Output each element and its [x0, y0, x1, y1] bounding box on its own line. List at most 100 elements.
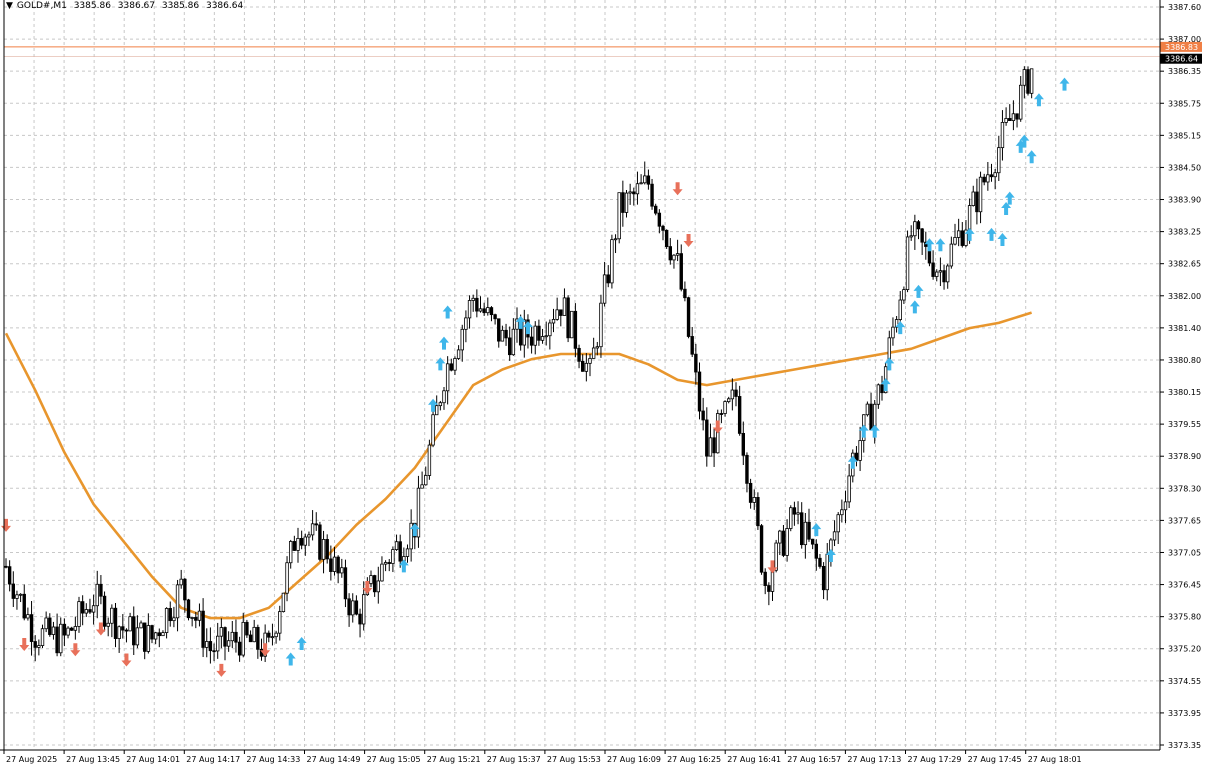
candle-body — [613, 238, 618, 241]
bid-price-tag — [1160, 53, 1202, 64]
candle-body — [11, 583, 15, 599]
x-tick-label: 27 Aug 18:01 — [1028, 755, 1082, 764]
candle-body — [913, 221, 917, 237]
candle-body — [303, 536, 307, 546]
candle-body — [307, 534, 311, 538]
candle-body — [37, 645, 41, 648]
open-value: 3385.86 — [73, 1, 111, 11]
candle-body — [986, 174, 990, 183]
candle-body — [748, 482, 753, 503]
candle-body — [551, 318, 556, 324]
candle-body — [646, 175, 651, 185]
candle-body — [467, 300, 472, 319]
buy-arrow-icon — [522, 321, 533, 335]
candle-body — [989, 174, 994, 178]
candle-body — [482, 308, 486, 314]
candle-body — [617, 192, 621, 240]
candle-body — [325, 539, 329, 560]
candle-body — [405, 548, 410, 557]
candle-body — [595, 346, 599, 349]
candle-body — [434, 405, 439, 416]
candle-body — [314, 523, 318, 526]
candle-body — [241, 621, 245, 656]
candle-body — [584, 362, 589, 372]
candle-body — [679, 253, 683, 290]
candle-body — [840, 509, 844, 516]
candle-body — [208, 641, 213, 652]
candle-body — [142, 622, 147, 652]
candle-body — [1000, 122, 1005, 149]
candle-body — [420, 484, 424, 489]
candle-body — [577, 347, 581, 362]
candle-body — [599, 302, 603, 348]
x-tick-label: 27 Aug 17:29 — [908, 755, 962, 764]
candle-body — [398, 541, 402, 562]
symbol-label: GOLD#,M1 — [16, 1, 67, 11]
buy-arrow-icon — [398, 559, 409, 573]
candle-body — [606, 274, 610, 284]
candle-body — [354, 600, 359, 615]
buy-arrow-icon — [858, 424, 869, 438]
candle-body — [723, 401, 727, 414]
candle-body — [683, 288, 687, 299]
candle-body — [113, 607, 118, 639]
candle-body — [380, 563, 384, 582]
candle-body — [967, 205, 972, 231]
candle-body — [975, 191, 979, 213]
candle-body — [602, 274, 607, 304]
candle-body — [230, 631, 234, 642]
x-tick-label: 27 Aug 16:41 — [727, 755, 781, 764]
buy-arrow-icon — [1004, 191, 1015, 205]
candle-body — [982, 176, 986, 183]
candle-body — [621, 192, 625, 213]
candle-body — [59, 623, 63, 654]
buy-arrow-icon — [439, 336, 449, 350]
y-tick-label: 3373.95 — [1168, 709, 1201, 718]
candle-body — [351, 600, 355, 616]
candle-body — [321, 539, 326, 560]
buy-arrow-icon — [935, 238, 946, 252]
x-tick-label: 27 Aug 16:09 — [607, 755, 661, 764]
candle-body — [281, 592, 286, 613]
chart-header: ▼ GOLD#,M1 3385.86 3386.67 3385.86 3386.6… — [6, 1, 247, 11]
candle-body — [26, 614, 30, 619]
buy-arrow-icon — [909, 300, 920, 314]
candle-body — [562, 297, 567, 316]
buy-arrow-icon — [515, 315, 526, 329]
candle-body — [110, 607, 114, 624]
candle-body — [997, 147, 1001, 174]
candle-body — [248, 634, 253, 643]
candle-body — [533, 325, 537, 346]
candle-body — [270, 636, 275, 639]
buy-arrow-icon — [880, 378, 891, 392]
candle-body — [800, 512, 804, 546]
candle-body — [789, 507, 793, 529]
candle-body — [157, 632, 161, 637]
sell-arrow-icon — [767, 560, 778, 574]
signal-arrow-layer — [1, 77, 1070, 677]
candle-body — [555, 309, 559, 320]
candle-body — [734, 389, 738, 397]
candle-body — [44, 617, 48, 630]
candle-body — [719, 413, 724, 415]
candle-body — [464, 317, 468, 330]
candle-body — [391, 549, 395, 564]
candle-body — [172, 617, 176, 622]
candle-body — [935, 271, 939, 277]
candle-body — [288, 541, 293, 564]
buy-arrow-icon — [285, 652, 296, 666]
candle-body — [807, 521, 811, 540]
sell-arrow-icon — [672, 182, 683, 196]
candle-body — [150, 625, 154, 640]
ask-price-tag — [1160, 41, 1202, 52]
collapse-triangle-icon[interactable]: ▼ — [6, 1, 13, 11]
y-tick-label: 3383.25 — [1168, 228, 1201, 237]
candle-body — [347, 598, 351, 616]
candle-body — [343, 567, 348, 600]
sell-arrow-icon — [121, 653, 132, 667]
candle-body — [796, 512, 800, 515]
y-tick-label: 3385.75 — [1168, 99, 1201, 108]
